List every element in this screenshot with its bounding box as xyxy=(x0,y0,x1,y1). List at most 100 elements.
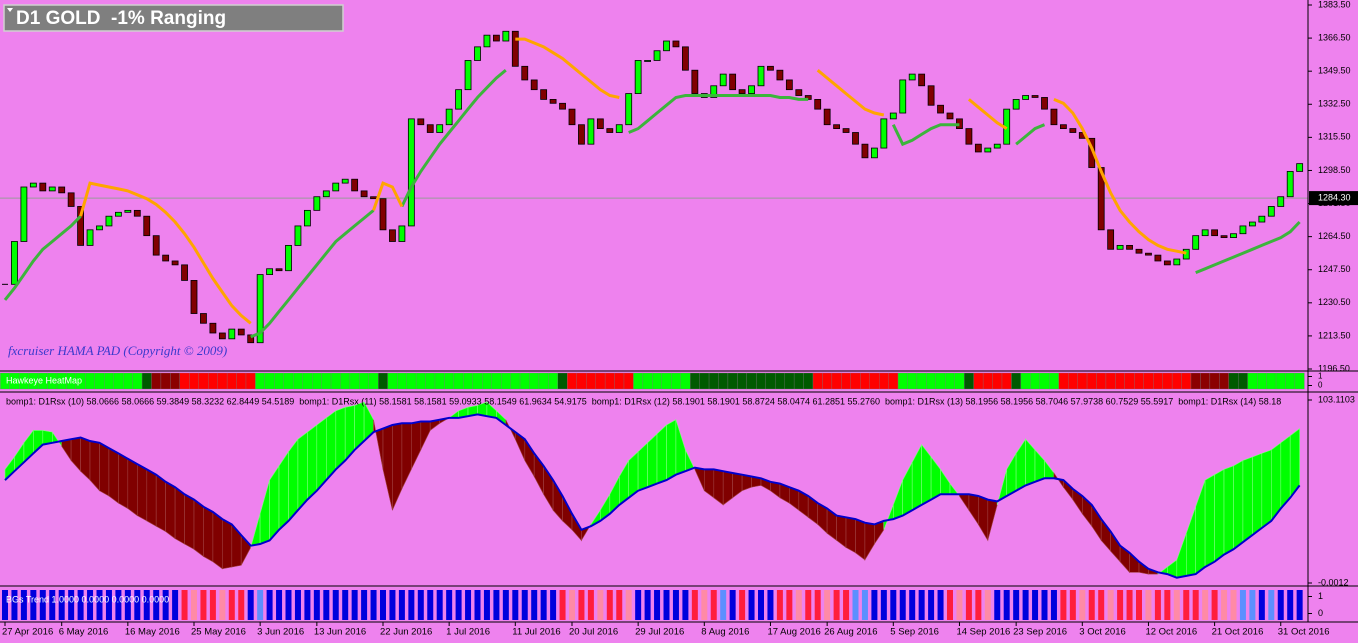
heat-cell xyxy=(274,372,284,390)
candle xyxy=(1173,258,1181,266)
y-tick-label: 1196.50 xyxy=(1318,363,1350,373)
heat-cell xyxy=(132,372,143,390)
candle xyxy=(162,254,170,262)
candle xyxy=(209,322,217,334)
trend-bar xyxy=(635,590,642,620)
heat-cell xyxy=(841,372,851,390)
candle xyxy=(228,328,236,340)
trend-bar xyxy=(77,590,84,620)
heat-cell xyxy=(293,372,303,390)
candle xyxy=(1022,95,1029,100)
heat-cell xyxy=(746,372,757,390)
heat-cell xyxy=(340,372,351,390)
trend-bar xyxy=(663,590,670,620)
heat-cell xyxy=(123,372,133,390)
ribbon-segment xyxy=(1242,456,1253,543)
trend-bar xyxy=(1239,590,1246,620)
trend-bar xyxy=(483,590,490,620)
trend-bar xyxy=(531,590,538,620)
trend-bar xyxy=(285,590,292,620)
trend-bar xyxy=(701,590,708,620)
candle xyxy=(1230,233,1237,239)
heat-cell xyxy=(671,372,681,390)
trend-bar xyxy=(493,590,500,620)
candle xyxy=(417,118,425,126)
heat-cell xyxy=(1049,372,1059,390)
heat-cell xyxy=(1001,372,1012,390)
candle xyxy=(785,79,793,91)
candle xyxy=(341,178,349,184)
trend-bar xyxy=(238,590,245,620)
candle xyxy=(663,40,670,52)
candle xyxy=(58,186,66,194)
candle xyxy=(1135,248,1143,254)
candle xyxy=(48,186,56,192)
y-tick-label: 0 xyxy=(1318,608,1323,618)
candle xyxy=(1031,95,1039,98)
candle xyxy=(918,73,926,87)
heat-cell xyxy=(803,372,814,390)
trend-bar xyxy=(304,590,311,620)
trend-bar xyxy=(332,590,339,620)
y-tick-label: 0 xyxy=(1318,381,1323,390)
trend-line xyxy=(250,209,375,339)
heat-cell xyxy=(482,372,492,390)
heat-cell xyxy=(860,372,870,390)
candle xyxy=(492,34,500,42)
candle xyxy=(1126,244,1133,250)
candle xyxy=(1163,260,1171,266)
watermark: fxcruiser HAMA PAD (Copyright © 2009) xyxy=(8,343,227,358)
trend-bar xyxy=(247,590,254,620)
trend-bar xyxy=(1173,590,1180,620)
candle xyxy=(181,264,188,281)
candle xyxy=(247,334,255,344)
trend-bar xyxy=(1098,590,1105,620)
trend-bar xyxy=(947,590,953,620)
trend-bar xyxy=(569,590,575,620)
candle xyxy=(549,99,557,104)
trend-bar xyxy=(890,590,897,620)
trend-bar xyxy=(1032,590,1039,620)
heat-cell xyxy=(1058,372,1069,390)
candle xyxy=(1041,97,1048,110)
trend-line xyxy=(515,37,620,99)
trend-bar xyxy=(219,590,226,620)
ribbon-segment xyxy=(335,406,346,471)
candle xyxy=(1116,244,1124,250)
trend-bar xyxy=(200,590,207,620)
trend-bar xyxy=(1060,590,1067,620)
candle xyxy=(1012,99,1020,110)
candle xyxy=(1182,248,1190,260)
y-tick-label: 1332.50 xyxy=(1318,99,1351,109)
x-tick-label: 12 Oct 2016 xyxy=(1145,627,1197,638)
trend-bar xyxy=(1164,590,1171,620)
heat-cell xyxy=(236,372,247,390)
candle xyxy=(389,229,396,242)
candle xyxy=(1267,206,1275,217)
heat-cell xyxy=(812,372,823,390)
y-tick-label: 1383.50 xyxy=(1318,0,1351,9)
trend-bar xyxy=(871,590,878,620)
heat-cell xyxy=(661,372,672,390)
candle xyxy=(984,147,992,153)
ribbon-segment xyxy=(278,450,289,531)
heat-cell xyxy=(727,372,738,390)
heat-cell xyxy=(869,372,880,390)
candle xyxy=(1239,225,1247,235)
candle xyxy=(67,192,75,207)
heat-cell xyxy=(1219,372,1229,390)
trend-bar xyxy=(1268,590,1275,620)
candle xyxy=(200,313,207,324)
trend-bar xyxy=(20,590,27,620)
heat-cell xyxy=(179,372,190,390)
trend-bar xyxy=(672,590,679,620)
trend-bar xyxy=(1221,590,1228,620)
candle xyxy=(171,260,179,266)
trend-label: BGs Trend 1.0000 0.0000 0.0000 0.0000 xyxy=(6,594,169,604)
trend-bar xyxy=(1154,590,1161,620)
heat-cell xyxy=(1285,372,1296,390)
trend-bar xyxy=(1192,590,1199,620)
trend-bar xyxy=(1041,590,1048,620)
trend-bar xyxy=(899,590,906,620)
